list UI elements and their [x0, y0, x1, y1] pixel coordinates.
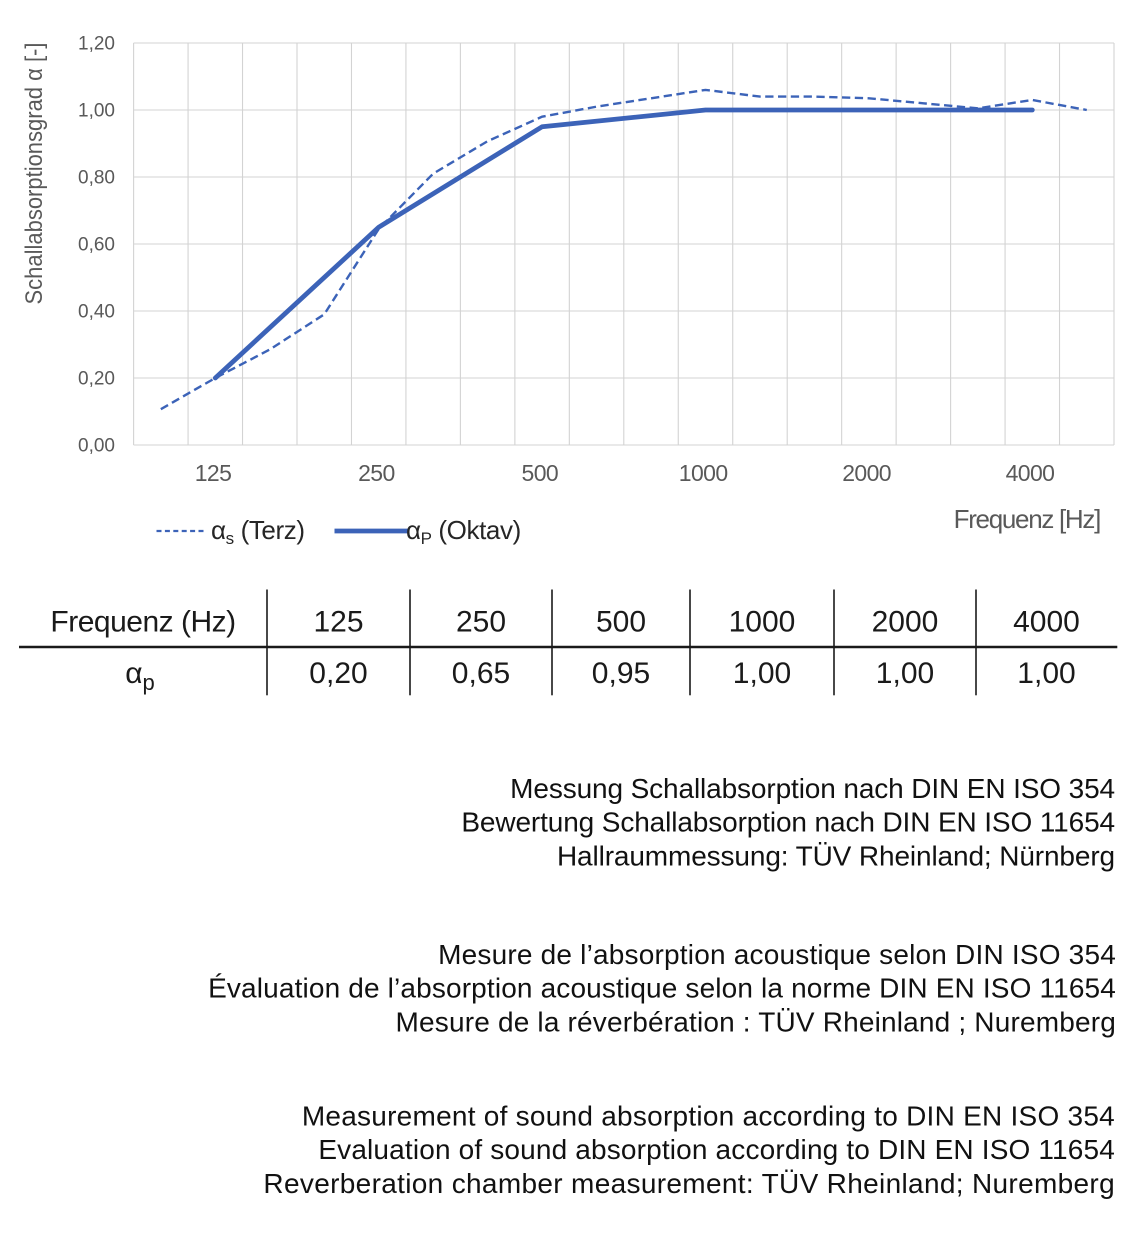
- svg-text:Frequenz (Hz): Frequenz (Hz): [50, 606, 235, 639]
- svg-text:4000: 4000: [1006, 460, 1055, 486]
- svg-text:1,00: 1,00: [78, 101, 115, 122]
- svg-text:Frequenz [Hz]: Frequenz [Hz]: [954, 504, 1100, 534]
- svg-text:0,20: 0,20: [309, 657, 367, 690]
- svg-text:Messung Schallabsorption nach: Messung Schallabsorption nach DIN EN ISO…: [510, 773, 1115, 804]
- svg-text:0,80: 0,80: [78, 168, 115, 189]
- svg-text:Schallabsorptionsgrad α [-]: Schallabsorptionsgrad α [-]: [21, 43, 48, 305]
- svg-text:Mesure de l’absorption acousti: Mesure de l’absorption acoustique selon …: [438, 939, 1116, 970]
- svg-text:Mesure de la réverbération : T: Mesure de la réverbération : TÜV Rheinla…: [396, 1006, 1116, 1037]
- svg-text:Hallraummessung: TÜV Rheinland: Hallraummessung: TÜV Rheinland; Nürnberg: [557, 840, 1115, 871]
- svg-text:0,20: 0,20: [78, 369, 115, 390]
- svg-text:0,40: 0,40: [78, 302, 115, 323]
- svg-text:2000: 2000: [872, 606, 939, 639]
- svg-text:1,00: 1,00: [733, 657, 791, 690]
- svg-text:0,95: 0,95: [592, 657, 650, 690]
- svg-text:1000: 1000: [729, 606, 796, 639]
- svg-text:Reverberation chamber measurem: Reverberation chamber measurement: TÜV R…: [263, 1168, 1115, 1199]
- svg-text:αp: αp: [125, 657, 155, 695]
- svg-text:Évaluation de l’absorption aco: Évaluation de l’absorption acoustique se…: [208, 973, 1116, 1004]
- svg-text:1,00: 1,00: [1017, 657, 1075, 690]
- svg-text:Measurement of sound absorptio: Measurement of sound absorption accordin…: [302, 1100, 1115, 1131]
- svg-text:αP (Oktav): αP (Oktav): [406, 515, 521, 548]
- svg-text:0,60: 0,60: [78, 235, 115, 256]
- svg-text:1000: 1000: [679, 460, 728, 486]
- svg-text:1,00: 1,00: [876, 657, 934, 690]
- svg-text:2000: 2000: [842, 460, 891, 486]
- svg-text:125: 125: [313, 606, 363, 639]
- svg-text:4000: 4000: [1013, 606, 1080, 639]
- svg-text:Bewertung Schallabsorption nac: Bewertung Schallabsorption nach DIN EN I…: [461, 807, 1115, 838]
- svg-text:500: 500: [522, 460, 559, 486]
- svg-text:500: 500: [596, 606, 646, 639]
- svg-text:Evaluation of sound absorption: Evaluation of sound absorption according…: [318, 1134, 1115, 1165]
- svg-text:0,65: 0,65: [452, 657, 510, 690]
- svg-text:250: 250: [358, 460, 395, 486]
- svg-text:1,20: 1,20: [78, 34, 115, 55]
- svg-text:0,00: 0,00: [78, 436, 115, 457]
- svg-text:125: 125: [195, 460, 232, 486]
- svg-text:αs (Terz): αs (Terz): [211, 515, 305, 548]
- svg-text:250: 250: [456, 606, 506, 639]
